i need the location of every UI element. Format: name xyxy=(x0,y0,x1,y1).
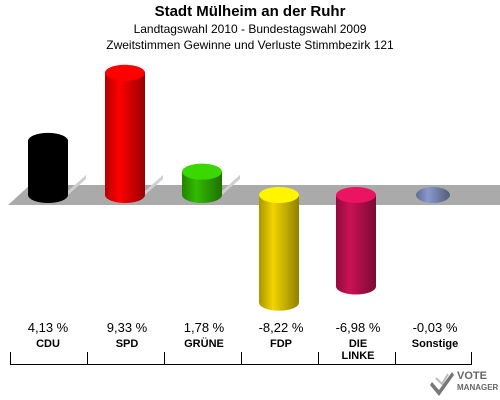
axis-tick xyxy=(241,352,242,364)
axis-tick xyxy=(318,352,319,364)
axis-tick xyxy=(164,352,165,364)
vote-manager-logo: VOTE MANAGER xyxy=(430,368,498,398)
party-label-spd: SPD xyxy=(115,338,139,350)
chart-subtitle-district: Zweitstimmen Gewinne und Verluste Stimmb… xyxy=(106,38,394,52)
party-label-linke-line1: DIE xyxy=(348,338,368,350)
chart-subtitle-election: Landtagswahl 2010 - Bundestagswahl 2009 xyxy=(133,22,367,36)
axis-tick xyxy=(395,352,396,364)
party-label-cdu: CDU xyxy=(36,338,60,350)
bar-die-linke xyxy=(336,187,376,295)
party-label-gruene: GRÜNE xyxy=(184,338,224,350)
bar-fdp xyxy=(259,187,299,311)
party-label-linke: DIE LINKE xyxy=(320,338,396,362)
party-label-sonstige: Sonstige xyxy=(411,338,459,350)
bar-chart xyxy=(8,64,500,311)
value-label-gruene: 1,78 % xyxy=(183,320,225,335)
bar-spd xyxy=(105,64,163,203)
axis-tick xyxy=(10,352,11,364)
checkmark-logo-icon xyxy=(430,372,454,396)
bar-cdu xyxy=(28,132,86,203)
axis-tick xyxy=(471,352,472,364)
value-label-linke: -6,98 % xyxy=(335,320,381,335)
value-label-fdp: -8,22 % xyxy=(258,320,304,335)
logo-text-vote: VOTE xyxy=(457,370,487,382)
value-label-spd: 9,33 % xyxy=(106,320,148,335)
category-axis-line xyxy=(10,364,472,365)
logo-text-manager: MANAGER xyxy=(457,383,499,392)
value-label-cdu: 4,13 % xyxy=(27,320,69,335)
party-label-linke-line2: LINKE xyxy=(341,350,375,362)
bar-gr-ne xyxy=(182,163,240,203)
bar-sonstige xyxy=(416,187,450,203)
party-label-fdp: FDP xyxy=(270,338,292,350)
value-label-sonstige: -0,03 % xyxy=(412,320,458,335)
chart-title: Stadt Mülheim an der Ruhr xyxy=(154,3,346,20)
axis-tick xyxy=(87,352,88,364)
